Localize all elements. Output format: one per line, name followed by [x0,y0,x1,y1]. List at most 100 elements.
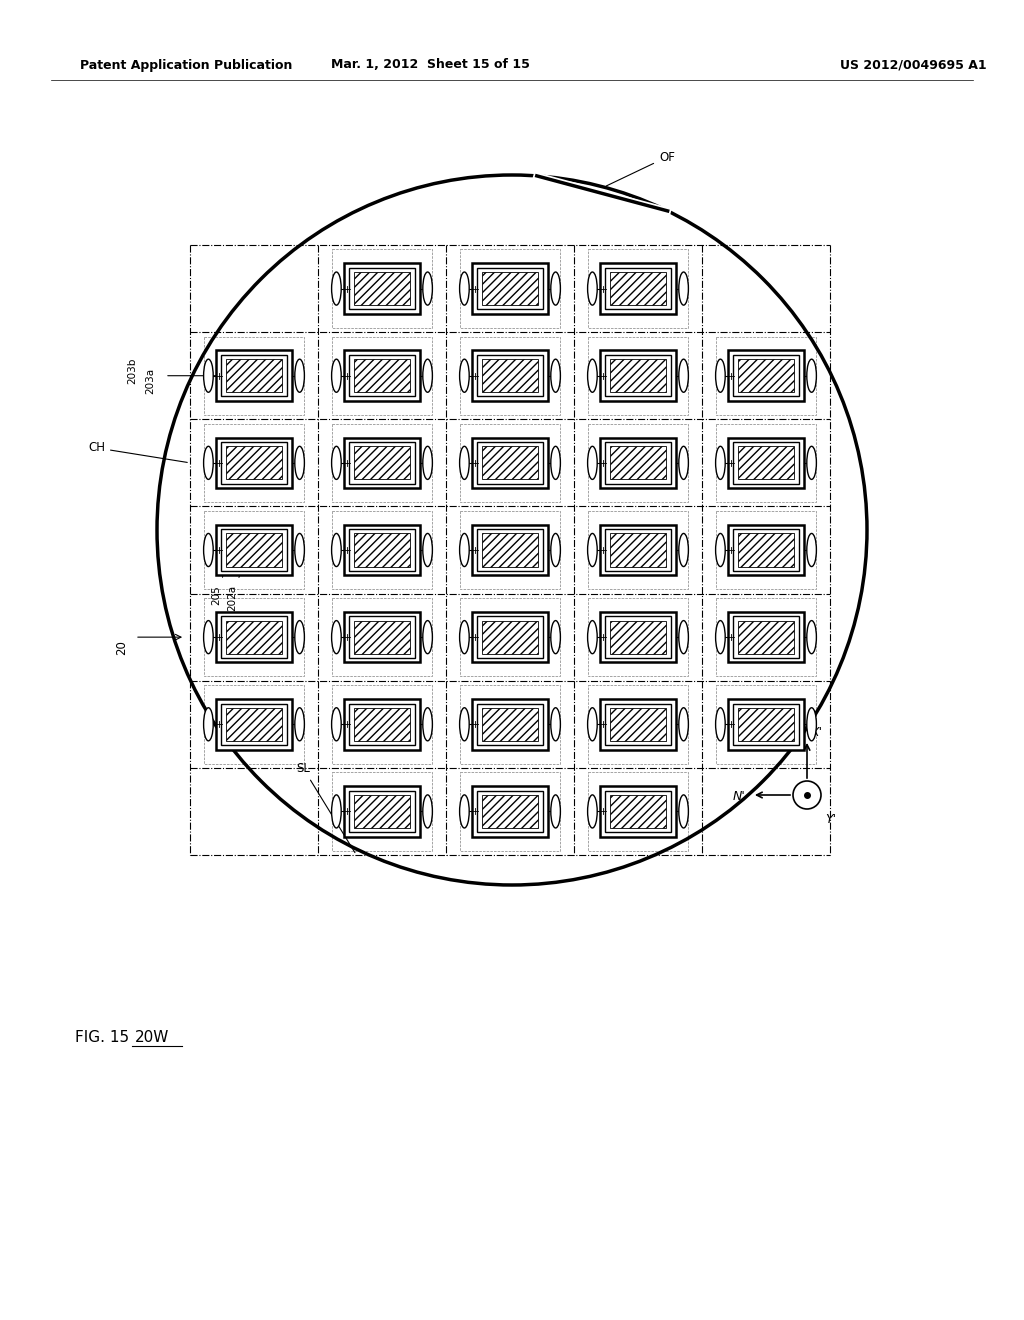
Bar [332,424,432,502]
Bar [216,700,293,750]
Text: 20W: 20W [135,1030,169,1045]
Ellipse shape [679,620,688,653]
Bar [600,525,677,576]
Ellipse shape [716,533,725,566]
Bar [588,685,688,763]
Text: Y': Y' [825,813,836,826]
Text: 203b: 203b [127,358,137,384]
Bar [733,616,799,657]
Bar [460,249,560,327]
Bar [344,263,421,314]
Ellipse shape [332,533,341,566]
Ellipse shape [204,446,213,479]
Bar [221,529,287,570]
Bar [477,616,543,657]
Bar [600,700,677,750]
Bar [482,708,538,741]
Bar [216,350,293,401]
Bar [204,598,304,676]
Bar [354,708,410,741]
Bar [716,598,816,676]
Ellipse shape [679,533,688,566]
Bar [728,438,805,488]
Ellipse shape [588,446,597,479]
Ellipse shape [716,708,725,741]
Bar [605,791,671,832]
Ellipse shape [204,708,213,741]
Bar [354,446,410,479]
Ellipse shape [332,795,341,828]
Ellipse shape [588,359,597,392]
Ellipse shape [807,446,816,479]
Text: 205: 205 [211,585,221,605]
Ellipse shape [807,708,816,741]
Bar [728,525,805,576]
Bar [332,685,432,763]
Ellipse shape [716,359,725,392]
Bar [728,350,805,401]
Bar [738,359,794,392]
Ellipse shape [551,795,560,828]
Bar [482,795,538,828]
Ellipse shape [460,446,469,479]
Ellipse shape [679,359,688,392]
Bar [344,438,421,488]
Ellipse shape [807,533,816,566]
Bar [477,355,543,396]
Bar [716,685,816,763]
Ellipse shape [204,533,213,566]
Bar [349,355,415,396]
Ellipse shape [551,708,560,741]
Bar [482,446,538,479]
Ellipse shape [679,446,688,479]
Bar [332,249,432,327]
Bar [610,795,666,828]
Text: Patent Application Publication: Patent Application Publication [80,58,293,71]
Bar [610,533,666,566]
Bar [472,525,549,576]
Bar [605,442,671,483]
Ellipse shape [551,533,560,566]
Bar [588,249,688,327]
Ellipse shape [551,620,560,653]
Bar [349,529,415,570]
Bar [600,612,677,663]
Bar [472,700,549,750]
Bar [610,708,666,741]
Ellipse shape [423,272,432,305]
Bar [344,525,421,576]
Text: X': X' [811,726,823,739]
Text: FIG. 15: FIG. 15 [75,1030,129,1045]
Bar [349,704,415,744]
Ellipse shape [716,620,725,653]
Ellipse shape [423,620,432,653]
Ellipse shape [460,708,469,741]
Bar [605,355,671,396]
Bar [226,533,282,566]
Ellipse shape [588,272,597,305]
Ellipse shape [423,359,432,392]
Ellipse shape [332,708,341,741]
Bar [472,263,549,314]
Bar [482,272,538,305]
Ellipse shape [679,795,688,828]
Bar [605,529,671,570]
Bar [600,787,677,837]
Bar [349,442,415,483]
Bar [738,533,794,566]
Bar [226,620,282,653]
Bar [610,272,666,305]
Bar [226,359,282,392]
Bar [332,772,432,850]
Ellipse shape [204,620,213,653]
Bar [588,598,688,676]
Bar [482,359,538,392]
Bar [610,620,666,653]
Bar [477,704,543,744]
Bar [349,616,415,657]
Bar [728,612,805,663]
Bar [204,511,304,589]
Bar [472,787,549,837]
Bar [477,529,543,570]
Bar [588,337,688,414]
